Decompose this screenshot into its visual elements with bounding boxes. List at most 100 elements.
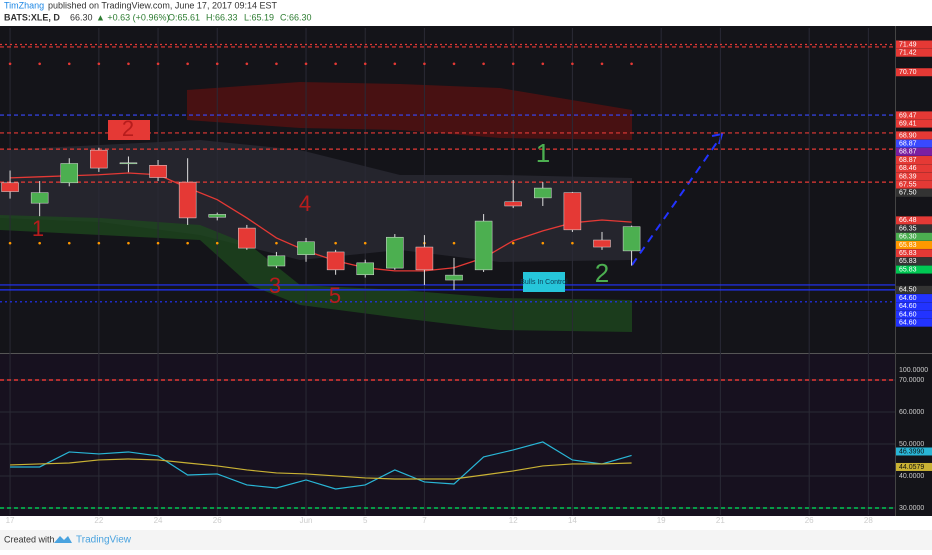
level-dot	[452, 62, 456, 66]
price-label-bg	[896, 172, 932, 181]
price-label-bg	[896, 232, 932, 241]
price-label-bg	[896, 240, 932, 249]
level-dot	[452, 241, 456, 245]
price-label-bg	[896, 139, 932, 148]
price-label-bg	[896, 147, 932, 156]
level-dot	[363, 62, 367, 66]
x-tick-label: 14	[568, 516, 577, 525]
level-dot	[38, 62, 41, 66]
level-dot	[215, 241, 219, 245]
level-dot	[245, 62, 249, 66]
price-label-bg	[896, 265, 932, 274]
level-dot	[127, 62, 130, 66]
level-dot	[541, 62, 545, 66]
annotation: 1	[32, 216, 44, 241]
level-dot	[38, 241, 41, 245]
x-tick-label: 28	[864, 516, 873, 525]
price-label: 68.87	[899, 140, 917, 147]
level-dot	[97, 241, 101, 245]
level-dot	[67, 241, 71, 245]
price-label-bg	[896, 156, 932, 165]
annotation-box	[108, 120, 150, 140]
symbol: BATS:XLE, D	[4, 12, 60, 22]
level-dot	[67, 62, 71, 66]
candle-body	[563, 192, 582, 231]
annotation: 3	[269, 273, 281, 298]
candle-body	[1, 182, 19, 192]
level-dot	[215, 62, 219, 66]
price-label-bg	[896, 180, 932, 189]
level-dot	[511, 241, 515, 245]
x-tick-label: 12	[509, 516, 518, 525]
published: published on TradingView.com, June 17, 2…	[48, 0, 277, 10]
level-dot	[156, 241, 160, 245]
annotation: 2	[122, 116, 134, 141]
level-dot	[186, 241, 189, 245]
price-label-bg	[896, 68, 932, 77]
price-label: 65.83	[899, 242, 917, 249]
level-dot	[423, 62, 426, 66]
last-value-label: 44.0579	[899, 464, 924, 471]
y-tick-label: 70.0000	[899, 377, 924, 384]
price-label: 65.83	[899, 258, 917, 265]
candle-body	[60, 163, 79, 184]
candle-body	[356, 262, 374, 276]
level-dot	[363, 241, 367, 245]
price-label: 71.49	[899, 41, 917, 48]
oscillator-bg	[0, 354, 895, 516]
y-tick-label: 50.0000	[899, 441, 924, 448]
callout: Bulls In Control	[520, 279, 568, 286]
price-label: 68.87	[899, 157, 917, 164]
level-dot	[393, 62, 397, 66]
candle-body	[267, 255, 286, 267]
x-tick-label: 22	[94, 516, 103, 525]
last-value-bg	[896, 447, 932, 456]
price-label: 68.39	[899, 173, 917, 180]
level-dot	[600, 62, 604, 66]
y-tick-label: 60.0000	[899, 409, 924, 416]
level-dot	[127, 241, 130, 245]
price-label: 66.35	[899, 225, 917, 232]
level-dot	[304, 62, 308, 66]
level-dot	[482, 62, 485, 66]
logo	[54, 536, 72, 543]
level-dot	[630, 62, 633, 66]
level-dot	[334, 62, 337, 66]
candle-body	[504, 201, 522, 207]
price-label: 71.42	[899, 50, 917, 57]
close: C:66.30	[280, 12, 312, 22]
candle-body	[208, 214, 226, 218]
price-label-bg	[896, 188, 932, 197]
header: TimZhang published on TradingView.com, J…	[4, 0, 312, 22]
level-dot	[275, 241, 278, 245]
candle-body	[238, 227, 256, 249]
price-label-bg	[896, 131, 932, 140]
annotation: 5	[329, 283, 341, 308]
created-with: Created with	[4, 534, 55, 544]
candle-body	[119, 162, 138, 165]
y-tick-label: 30.0000	[899, 505, 924, 512]
oscillator-line	[10, 441, 632, 490]
change: ▲ +0.63 (+0.96%)	[96, 12, 169, 22]
price-label-bg	[896, 216, 932, 225]
level-dot	[275, 62, 278, 66]
candle-body	[445, 274, 463, 281]
level-dot	[156, 62, 160, 66]
candle-body	[149, 165, 167, 178]
price-label-bg	[896, 257, 932, 266]
price-label: 69.41	[899, 120, 917, 127]
brand: TradingView	[76, 535, 132, 546]
candle-body	[474, 220, 493, 271]
price-label: 67.50	[899, 190, 917, 197]
footer-bg	[0, 530, 932, 550]
y-tick-label: 40.0000	[899, 473, 924, 480]
low: L:65.19	[244, 12, 274, 22]
price-label: 69.47	[899, 112, 917, 119]
callout-box	[523, 272, 565, 292]
price-label-bg	[896, 40, 932, 49]
candle-body	[178, 181, 197, 219]
candle-body	[30, 192, 49, 204]
last-price: 66.30	[70, 12, 93, 22]
price-label: 66.30	[899, 234, 917, 241]
last-value-bg	[896, 462, 932, 471]
